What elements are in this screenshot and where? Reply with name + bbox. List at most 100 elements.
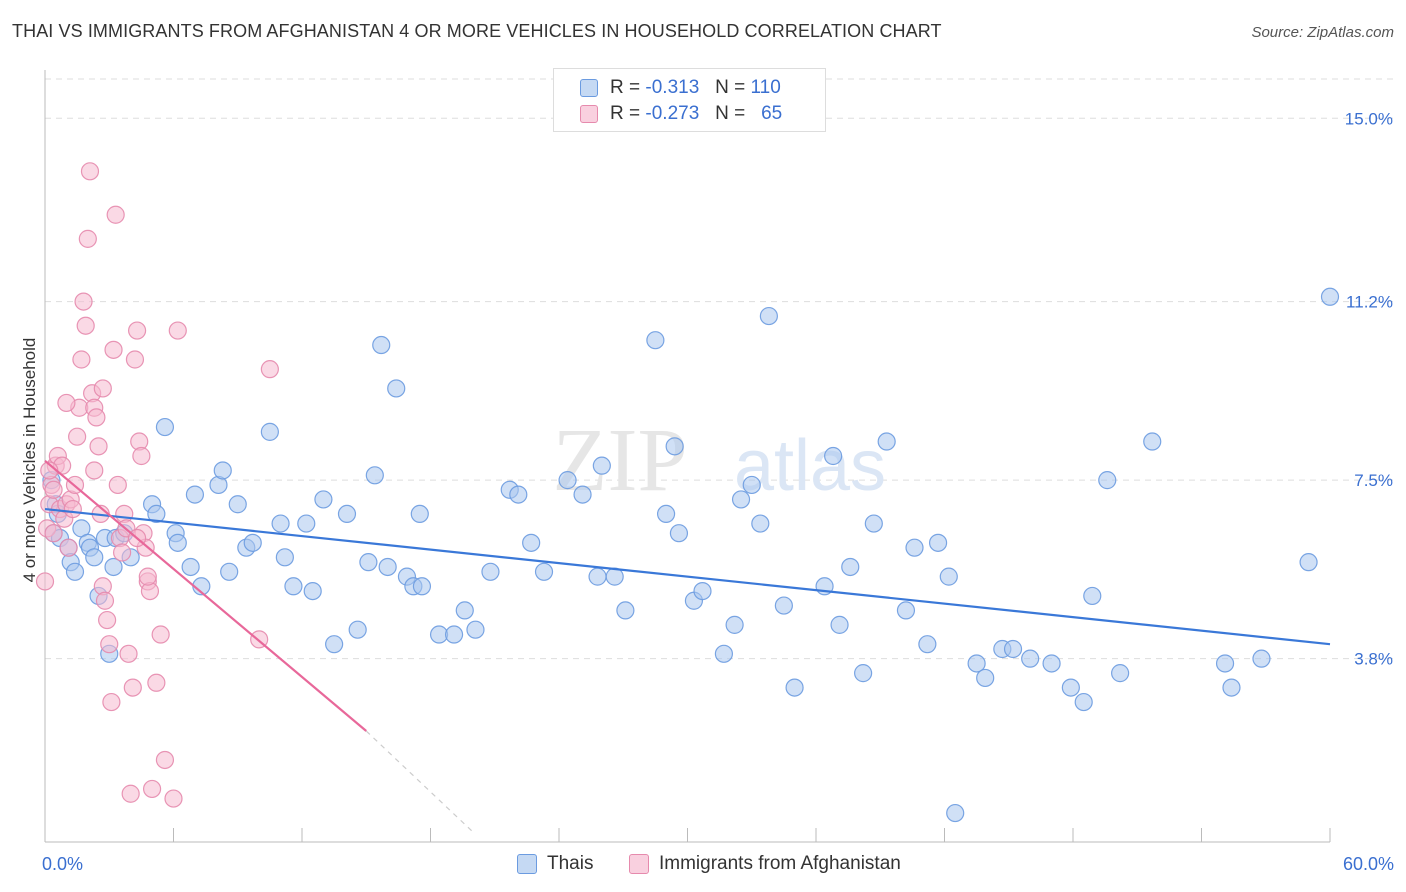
thai-point [759,306,778,326]
thai-point [918,635,937,654]
thai-point [412,577,432,596]
afghan-point [132,446,151,466]
afghan-point [260,360,279,379]
legend-swatch-thais [580,79,598,97]
thai-point [1215,654,1235,673]
grid-layer [45,78,1395,660]
thai-point [731,490,751,509]
bottom-legend-swatch-afghanistan [629,854,649,874]
thai-point [1143,432,1162,451]
thai-point [1299,553,1318,572]
afghan-point [147,673,166,692]
afghan-point [125,350,145,369]
afghan-point [85,461,104,480]
thai-point [665,437,684,456]
bottom-legend-label-afghanistan: Immigrants from Afghanistan [659,853,901,874]
afghan-point [142,779,162,799]
thai-point [444,625,464,644]
y-tick-label: 3.8% [1354,650,1393,669]
legend-n-label: N = [715,103,746,124]
thai-point [905,538,924,557]
thai-point [155,417,175,437]
bottom-legend-swatch-thais [517,854,537,874]
afghan-point [93,379,112,398]
thai-trend-line [44,507,1331,646]
afghan-point [87,408,106,427]
trend-layer [44,459,1331,833]
thai-point [243,533,262,552]
afghan-point [119,644,138,663]
tick-label-layer: 3.8% 7.5% 11.2% 15.0% 0.0% 60.0% [42,109,1394,874]
thai-point [213,461,232,480]
thai-point [85,548,104,567]
thai-point [785,678,804,697]
legend-n-label: N = [715,77,746,98]
thai-point [714,644,734,663]
thai-point [646,331,665,350]
thai-point [1003,639,1023,659]
thai-point [693,581,712,601]
afghan-point [121,784,140,803]
thai-point [774,596,793,615]
bottom-legend-afghanistan: Immigrants from Afghanistan [629,853,901,875]
thai-point [228,495,247,514]
thai-point [742,475,761,495]
thai-point [1252,649,1271,668]
thai-point [104,557,123,577]
afghan-point [104,340,123,359]
points-layer [35,162,1340,823]
afghan-point [76,316,95,335]
legend-swatch-afghanistan [580,105,598,123]
legend-n-value: 110 [750,77,781,98]
afghan-point [102,692,121,712]
thai-point [592,456,611,475]
thai-point [1098,471,1117,490]
afghan-point [168,321,187,340]
afghan-point [98,610,117,630]
thai-point [387,379,406,398]
afghan-trend-extension [365,730,474,833]
thai-point [1222,678,1241,697]
thai-point [877,432,896,451]
thai-point [466,620,485,639]
correlation-legend: R = -0.313 N = 110 R = -0.273 N = 65 [553,68,826,132]
afghan-point [57,393,76,413]
thai-point [976,668,995,688]
thai-point [1042,654,1061,673]
thai-point [378,557,397,577]
thai-point [824,446,843,466]
source-credit: Source: ZipAtlas.com [1251,24,1394,41]
legend-n-value: 65 [761,103,783,124]
thai-point [896,601,916,620]
thai-point [271,514,290,533]
y-tick-label: 7.5% [1354,471,1393,490]
thai-point [275,548,294,567]
afghan-point [74,292,93,311]
thai-point [830,615,849,634]
y-tick-label: 11.2% [1346,293,1393,312]
x-tick-label-max: 60.0% [1343,854,1394,874]
legend-row-thais: R = -0.313 N = 110 [580,76,781,100]
afghan-point [72,350,91,369]
thai-point [284,577,303,596]
thai-point [372,335,391,355]
thai-point [481,562,500,581]
thai-point [348,620,367,639]
thai-point [337,504,357,524]
thai-point [1021,649,1040,668]
thai-point [181,557,200,577]
bottom-legend-thais: Thais [517,853,593,875]
legend-r-label: R = [610,103,641,124]
thai-point [65,562,85,581]
afghan-point [123,678,142,697]
thai-point [1111,664,1130,683]
thai-point [946,803,965,823]
thai-point [616,601,635,620]
thai-point [669,524,689,543]
thai-point [928,533,948,552]
thai-point [314,490,333,509]
afghan-point [100,635,119,654]
thai-point [558,471,577,490]
afghan-point [112,543,132,562]
